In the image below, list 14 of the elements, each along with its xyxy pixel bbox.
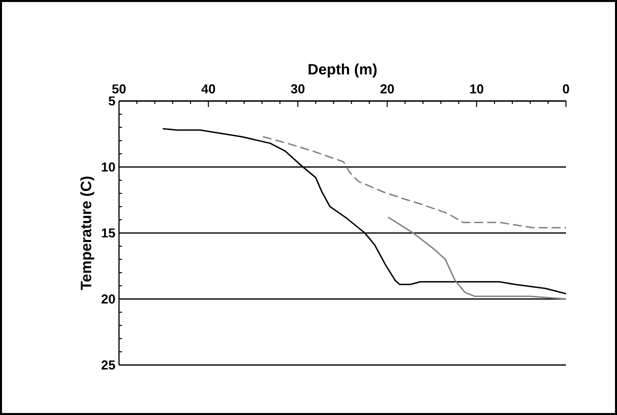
x-tick-label: 20 [380,84,394,94]
x-tick-label: 50 [112,84,126,94]
x-tick-label: 0 [562,84,570,94]
y-tick-label: 10 [102,162,115,172]
x-tick-label: 10 [470,84,484,94]
x-axis-title: Depth (m) [308,64,377,78]
y-tick-label: 20 [102,294,115,304]
x-tick-label: 30 [290,84,304,94]
y-tick-label: 5 [108,96,116,106]
line-series [262,136,566,228]
y-tick-label: 15 [102,228,116,238]
y-tick-label: 25 [102,360,116,370]
y-axis-title: Temperature (C) [80,176,94,290]
x-tick-label: 40 [201,84,216,94]
